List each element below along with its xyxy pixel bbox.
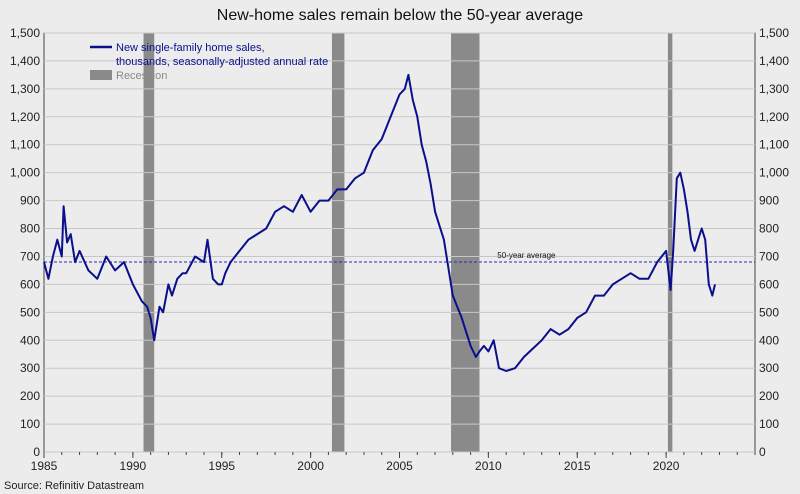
y-tick-right-600: 600: [759, 277, 779, 291]
recession-bands: [143, 33, 673, 452]
recession-band-3: [667, 33, 673, 452]
y-tick-left-500: 500: [20, 305, 40, 319]
legend-series-label-line2: thousands, seasonally-adjusted annual ra…: [116, 56, 328, 68]
y-tick-right-1400: 1,400: [759, 54, 789, 68]
y-tick-right-0: 0: [759, 445, 766, 459]
x-tick-label-1990: 1990: [120, 459, 147, 473]
x-tick-label-2000: 2000: [297, 459, 324, 473]
x-tick-label-1985: 1985: [31, 459, 58, 473]
y-tick-left-900: 900: [20, 194, 40, 208]
y-tick-left-1100: 1,100: [10, 138, 40, 152]
y-tick-right-1300: 1,300: [759, 82, 789, 96]
x-tick-label-2010: 2010: [475, 459, 502, 473]
y-tick-left-800: 800: [20, 222, 40, 236]
legend: New single-family home sales, thousands,…: [90, 42, 328, 82]
source-note: Source: Refinitiv Datastream: [4, 480, 144, 492]
x-tick-label-1995: 1995: [208, 459, 235, 473]
fifty-year-average-label: 50-year average: [497, 251, 556, 260]
chart-title: New-home sales remain below the 50-year …: [217, 7, 584, 24]
y-tick-left-1200: 1,200: [10, 110, 40, 124]
x-tick-label-2015: 2015: [564, 459, 591, 473]
x-tick-label-2005: 2005: [386, 459, 413, 473]
y-tick-right-800: 800: [759, 222, 779, 236]
y-axis-right: 0 100 200 300 400 500 600 700 800 900 1,000 1,100 1,…: [759, 26, 789, 459]
y-tick-right-200: 200: [759, 389, 779, 403]
y-tick-right-1100: 1,100: [759, 138, 789, 152]
y-tick-right-1500: 1,500: [759, 26, 789, 40]
recession-band-0: [143, 33, 155, 452]
y-axis-left: 0 100 200 300 400 500 600 700 800 900 1,000 1,100 1,…: [10, 26, 40, 459]
series-lines: [43, 73, 716, 372]
y-tick-right-1200: 1,200: [759, 110, 789, 124]
legend-recession-label: Recession: [116, 70, 167, 82]
y-tick-left-1300: 1,300: [10, 82, 40, 96]
y-tick-right-100: 100: [759, 417, 779, 431]
legend-recession-swatch: [90, 70, 112, 80]
y-tick-left-1000: 1,000: [10, 166, 40, 180]
y-tick-right-700: 700: [759, 249, 779, 263]
series-line-0: [43, 73, 716, 372]
y-tick-left-100: 100: [20, 417, 40, 431]
y-tick-right-300: 300: [759, 361, 779, 375]
y-tick-left-600: 600: [20, 277, 40, 291]
y-tick-left-300: 300: [20, 361, 40, 375]
y-tick-left-200: 200: [20, 389, 40, 403]
y-tick-left-1400: 1,400: [10, 54, 40, 68]
y-tick-right-1000: 1,000: [759, 166, 789, 180]
y-tick-left-1500: 1,500: [10, 26, 40, 40]
x-tick-label-2020: 2020: [653, 459, 680, 473]
y-tick-right-900: 900: [759, 194, 779, 208]
y-tick-left-0: 0: [33, 445, 40, 459]
legend-series-label-line1: New single-family home sales,: [116, 42, 265, 54]
recession-band-2: [451, 33, 480, 452]
y-tick-right-400: 400: [759, 333, 779, 347]
y-tick-left-400: 400: [20, 333, 40, 347]
recession-band-1: [331, 33, 345, 452]
y-tick-right-500: 500: [759, 305, 779, 319]
y-tick-left-700: 700: [20, 249, 40, 263]
x-axis: 1985 1990 1995 2000 2005 2010 2015 2020: [31, 452, 756, 473]
